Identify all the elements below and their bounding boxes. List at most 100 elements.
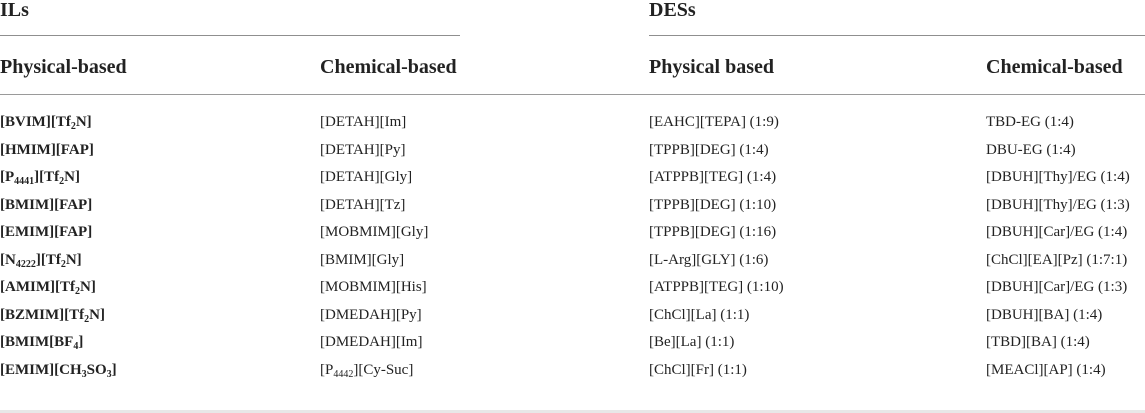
cell-text: [AMIM][Tf (0, 279, 75, 295)
subscript-text: 2 (70, 121, 76, 132)
cell-text: [DETAH][Im] (320, 114, 407, 130)
cell-text: [TPPB][DEG] (1:10) (649, 196, 777, 213)
cell-text: [N (0, 251, 16, 268)
cell-text: [BZMIM][Tf (0, 306, 85, 323)
cell-text: [TPPB][DEG] (1:16) (649, 224, 777, 240)
cell-il-physical: [BZMIM][Tf2N] (0, 303, 105, 327)
cell-il-physical: [EMIM][FAP] (0, 220, 92, 244)
cell-text: [EMIM][CH (0, 361, 82, 378)
cell-text: ] (111, 361, 117, 378)
cell-text: [ATPPB][TEG] (1:4) (649, 169, 777, 185)
cell-text: [L-Arg][GLY] (1:6) (649, 251, 769, 268)
subscript-text: 3 (81, 368, 87, 380)
subscript-text: 2 (84, 313, 90, 325)
cell-des-physical: [TPPB][DEG] (1:16) (649, 220, 776, 244)
cell-text: [P (320, 361, 334, 378)
cell-il-physical: [AMIM][Tf2N] (0, 275, 96, 299)
cell-des-chemical: [MEACl][AP] (1:4) (986, 358, 1106, 382)
col-header-des-chemical: Chemical-based (986, 56, 1123, 78)
cell-il-chemical: [MOBMIM][His] (320, 275, 427, 299)
ils-section-heading: ILs (0, 0, 29, 21)
cell-text: [BVIM][Tf (0, 114, 71, 130)
dess-heading-rule (649, 35, 1145, 36)
cell-text: [DMEDAH][Py] (320, 306, 422, 323)
cell-text: [DETAH][Py] (320, 141, 406, 158)
cell-text: [DBUH][Thy]/EG (1:4) (986, 169, 1130, 185)
cell-text: [ChCl][EA][Pz] (1:7:1) (986, 251, 1128, 268)
subscript-text: 2 (60, 258, 66, 270)
subscript-text: 3 (106, 368, 112, 380)
ils-heading-rule (0, 35, 460, 36)
subscript-text: 4 (73, 341, 79, 352)
cell-text: [ChCl][La] (1:1) (649, 306, 750, 323)
cell-des-chemical: [TBD][BA] (1:4) (986, 330, 1090, 354)
subscript-text: 2 (59, 176, 65, 187)
cell-text: SO (86, 361, 107, 378)
cell-text: [ChCl][Fr] (1:1) (649, 361, 747, 378)
cell-text: [DMEDAH][Im] (320, 334, 423, 350)
cell-il-physical: [P4441][Tf2N] (0, 165, 80, 189)
dess-section-heading: DESs (649, 0, 696, 21)
cell-des-physical: [TPPB][DEG] (1:4) (649, 138, 769, 162)
cell-il-chemical: [DETAH][Im] (320, 110, 406, 134)
cell-text: [BMIM][Gly] (320, 251, 405, 268)
cell-il-physical: [BMIM][FAP] (0, 193, 92, 217)
cell-text: [TBD][BA] (1:4) (986, 334, 1090, 350)
table-row: [P4441][Tf2N] [DETAH][Gly] [ATPPB][TEG] (1… (0, 165, 1145, 193)
cell-text: [BMIM][FAP] (0, 196, 93, 213)
col-header-il-physical: Physical-based (0, 56, 127, 78)
table-row: [BZMIM][Tf2N] [DMEDAH][Py] [ChCl][La] (1:1… (0, 303, 1145, 331)
subscript-text: 2 (74, 286, 80, 297)
subscript-text: 4442 (333, 368, 354, 380)
cell-des-physical: [ChCl][La] (1:1) (649, 303, 749, 327)
cell-text: N] (89, 306, 105, 323)
cell-text: N] (65, 251, 82, 268)
table-row: [HMIM][FAP] [DETAH][Py] [TPPB][DEG] (1:4) D… (0, 138, 1145, 166)
cell-il-physical: [N4222][Tf2N] (0, 248, 82, 272)
cell-des-physical: [ATPPB][TEG] (1:10) (649, 275, 784, 299)
cell-il-physical: [BMIM[BF4] (0, 330, 83, 354)
cell-text: N] (79, 279, 96, 295)
cell-text: [MOBMIM][His] (320, 279, 427, 295)
cell-des-chemical: DBU-EG (1:4) (986, 138, 1076, 162)
cell-il-physical: [EMIM][CH3SO3] (0, 358, 117, 382)
cell-des-chemical: [DBUH][Thy]/EG (1:3) (986, 193, 1130, 217)
cell-text: [EAHC][TEPA] (1:9) (649, 114, 779, 130)
cell-des-chemical: [DBUH][BA] (1:4) (986, 303, 1102, 327)
cell-des-physical: [ChCl][Fr] (1:1) (649, 358, 747, 382)
cell-il-chemical: [DETAH][Py] (320, 138, 405, 162)
cell-text: [BMIM[BF (0, 334, 74, 350)
cell-text: [Be][La] (1:1) (649, 334, 735, 350)
cell-il-chemical: [DETAH][Tz] (320, 193, 405, 217)
table-row: [AMIM][Tf2N] [MOBMIM][His] [ATPPB][TEG] (1… (0, 275, 1145, 303)
cell-des-chemical: TBD-EG (1:4) (986, 110, 1074, 134)
cell-des-chemical: [ChCl][EA][Pz] (1:7:1) (986, 248, 1127, 272)
table-row: [EMIM][FAP] [MOBMIM][Gly] [TPPB][DEG] (1:1… (0, 220, 1145, 248)
cell-des-chemical: [DBUH][Car]/EG (1:3) (986, 275, 1127, 299)
subscript-text: 4441 (14, 176, 35, 187)
cell-des-physical: [Be][La] (1:1) (649, 330, 734, 354)
cell-il-physical: [BVIM][Tf2N] (0, 110, 92, 134)
cell-text: [DETAH][Gly] (320, 169, 413, 185)
cell-text: ] (78, 334, 84, 350)
cell-il-chemical: [DETAH][Gly] (320, 165, 412, 189)
cell-des-physical: [TPPB][DEG] (1:10) (649, 193, 776, 217)
cell-text: [HMIM][FAP] (0, 141, 94, 158)
cell-des-chemical: [DBUH][Car]/EG (1:4) (986, 220, 1127, 244)
cell-des-physical: [EAHC][TEPA] (1:9) (649, 110, 779, 134)
cell-il-chemical: [DMEDAH][Py] (320, 303, 422, 327)
cell-il-chemical: [BMIM][Gly] (320, 248, 404, 272)
col-header-il-chemical: Chemical-based (320, 56, 457, 78)
cell-text: [DETAH][Tz] (320, 196, 406, 213)
cell-text: [DBUH][Thy]/EG (1:3) (986, 196, 1130, 213)
cell-des-physical: [L-Arg][GLY] (1:6) (649, 248, 768, 272)
cell-text: TBD-EG (1:4) (986, 114, 1074, 130)
cell-text: [TPPB][DEG] (1:4) (649, 141, 769, 158)
col-header-des-physical: Physical based (649, 56, 775, 78)
header-rule (0, 94, 1145, 95)
cell-text: ][Tf (35, 251, 61, 268)
table-body: [BVIM][Tf2N] [DETAH][Im] [EAHC][TEPA] (1:9… (0, 110, 1145, 385)
table-row: [BMIM[BF4] [DMEDAH][Im] [Be][La] (1:1) [TBD… (0, 330, 1145, 358)
cell-text: [MOBMIM][Gly] (320, 224, 429, 240)
cell-text: [ATPPB][TEG] (1:10) (649, 279, 784, 295)
